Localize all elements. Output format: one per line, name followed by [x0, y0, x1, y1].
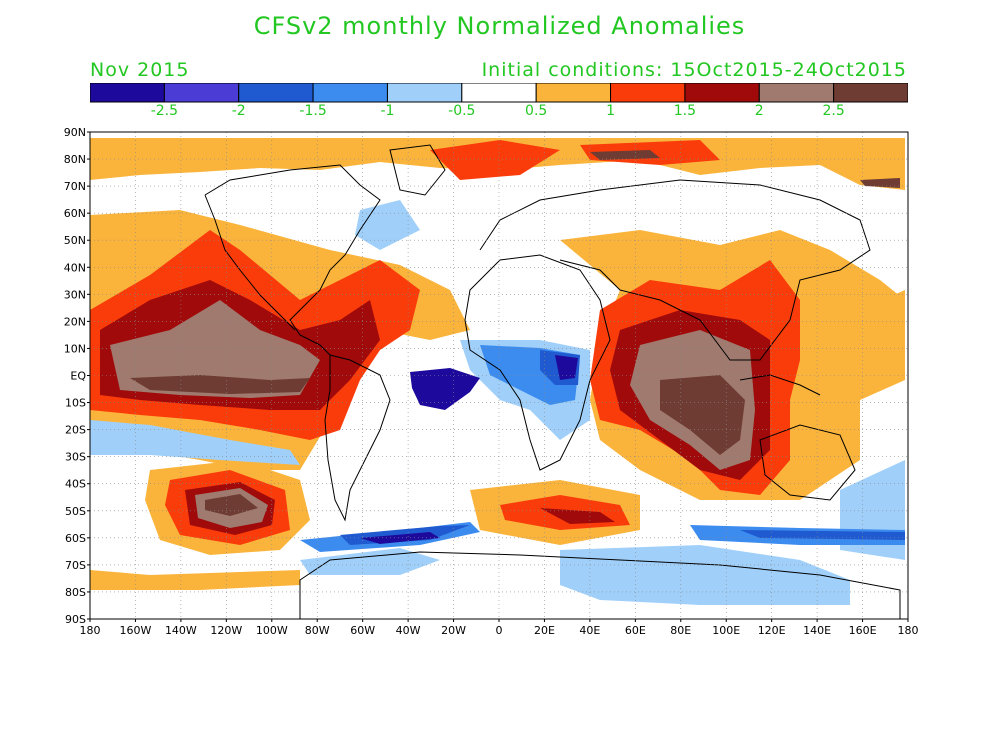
lon-tick-label: 20E	[534, 624, 555, 637]
gridlines	[90, 132, 908, 619]
lon-tick-label: 100E	[712, 624, 740, 637]
lon-tick-label: 140E	[803, 624, 831, 637]
lon-tick-label: 160E	[849, 624, 877, 637]
colorbar-label: 2	[754, 103, 764, 119]
initial-conditions: Initial conditions: 15Oct2015-24Oct2015	[481, 59, 907, 81]
colorbar-label: -1.5	[299, 103, 327, 119]
colorbar-labels: -2.5 -2 -1.5 -1 -0.5 0.5 1 1.5 2 2.5	[90, 103, 908, 123]
greenland-outline	[389, 144, 446, 196]
lat-tick-label: 80S	[65, 586, 86, 599]
colorbar-label: 1.5	[673, 103, 697, 119]
lon-tick-label: 180	[898, 624, 919, 637]
lat-tick-label: 60S	[65, 532, 86, 545]
lat-tick-label: 60N	[64, 207, 86, 220]
colorbar-label: 0.5	[525, 103, 548, 119]
colorbar-label: -2.5	[150, 103, 179, 119]
lon-tick-label: 180	[80, 624, 101, 637]
lon-tick-label: 60W	[350, 624, 375, 637]
longitude-ticks: 180 160W 140W 120W 100W 80W 60W 40W 20W 0 20E 40E 60…	[80, 619, 919, 637]
north-america-outline	[204, 164, 381, 356]
colorbar	[90, 83, 908, 103]
colorbar-label: 1	[606, 103, 615, 119]
south-america-outline	[324, 354, 391, 522]
lon-tick-label: 60E	[625, 624, 646, 637]
anomaly-band-darkblue	[360, 355, 578, 544]
anomaly-band-darkbrown	[130, 150, 900, 516]
lon-tick-label: 80E	[670, 624, 691, 637]
lon-tick-label: 0	[496, 624, 503, 637]
lat-tick-label: 90S	[65, 613, 86, 626]
australia-outline	[759, 424, 856, 501]
forecast-month: Nov 2015	[90, 59, 190, 81]
colorbar-label: -0.5	[448, 103, 476, 119]
lat-tick-label: 10S	[65, 397, 86, 410]
lat-tick-label: 40N	[64, 261, 86, 274]
colorbar-label: -2	[231, 103, 246, 119]
lat-tick-label: 30S	[65, 451, 86, 464]
lat-tick-label: 50S	[65, 505, 86, 518]
lon-tick-label: 40W	[396, 624, 421, 637]
africa-outline	[464, 254, 611, 471]
lat-tick-label: 70S	[65, 559, 86, 572]
coastlines	[204, 144, 901, 619]
antarctica-outline	[299, 551, 901, 619]
lat-tick-label: 30N	[64, 288, 86, 301]
colorbar-label: 2.5	[822, 103, 845, 119]
lon-tick-label: 100W	[256, 624, 288, 637]
lon-tick-label: 120E	[758, 624, 786, 637]
lon-tick-label: 140W	[165, 624, 197, 637]
lat-tick-label: 20N	[64, 315, 86, 328]
lon-tick-label: 120W	[210, 624, 242, 637]
lat-tick-label: EQ	[70, 370, 86, 383]
latitude-ticks: 90N 80N 70N 60N 50N 40N 30N 20N 10N EQ 10S 20S 30S 40…	[64, 126, 90, 626]
eurasia-outline	[479, 179, 871, 361]
lat-tick-label: 10N	[64, 342, 86, 355]
chart-title: CFSv2 monthly Normalized Anomalies	[253, 12, 746, 40]
lon-tick-label: 40E	[579, 624, 600, 637]
indonesia-outline	[739, 374, 821, 396]
lat-tick-label: 80N	[64, 153, 86, 166]
lon-tick-label: 20W	[441, 624, 466, 637]
colorbar-label: -1	[380, 103, 395, 119]
lat-tick-label: 90N	[64, 126, 86, 139]
lon-tick-label: 160W	[120, 624, 152, 637]
lat-tick-label: 50N	[64, 234, 86, 247]
north-america-west-coast	[204, 194, 296, 331]
lat-tick-label: 20S	[65, 424, 86, 437]
lat-tick-label: 40S	[65, 478, 86, 491]
lon-tick-label: 80W	[305, 624, 330, 637]
lat-tick-label: 70N	[64, 180, 86, 193]
